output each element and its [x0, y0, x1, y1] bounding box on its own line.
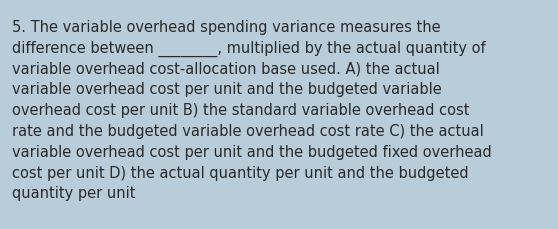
- Text: variable overhead cost-allocation base used. A) the actual: variable overhead cost-allocation base u…: [12, 61, 440, 76]
- Text: variable overhead cost per unit and the budgeted variable: variable overhead cost per unit and the …: [12, 82, 442, 97]
- Text: variable overhead cost per unit and the budgeted fixed overhead: variable overhead cost per unit and the …: [12, 144, 492, 159]
- Text: overhead cost per unit B) the standard variable overhead cost: overhead cost per unit B) the standard v…: [12, 103, 469, 118]
- Text: rate and the budgeted variable overhead cost rate C) the actual: rate and the budgeted variable overhead …: [12, 123, 484, 138]
- Text: cost per unit D) the actual quantity per unit and the budgeted: cost per unit D) the actual quantity per…: [12, 165, 469, 180]
- Text: quantity per unit: quantity per unit: [12, 185, 136, 201]
- Text: difference between ________, multiplied by the actual quantity of: difference between ________, multiplied …: [12, 41, 485, 57]
- Text: 5. The variable overhead spending variance measures the: 5. The variable overhead spending varian…: [12, 20, 441, 35]
